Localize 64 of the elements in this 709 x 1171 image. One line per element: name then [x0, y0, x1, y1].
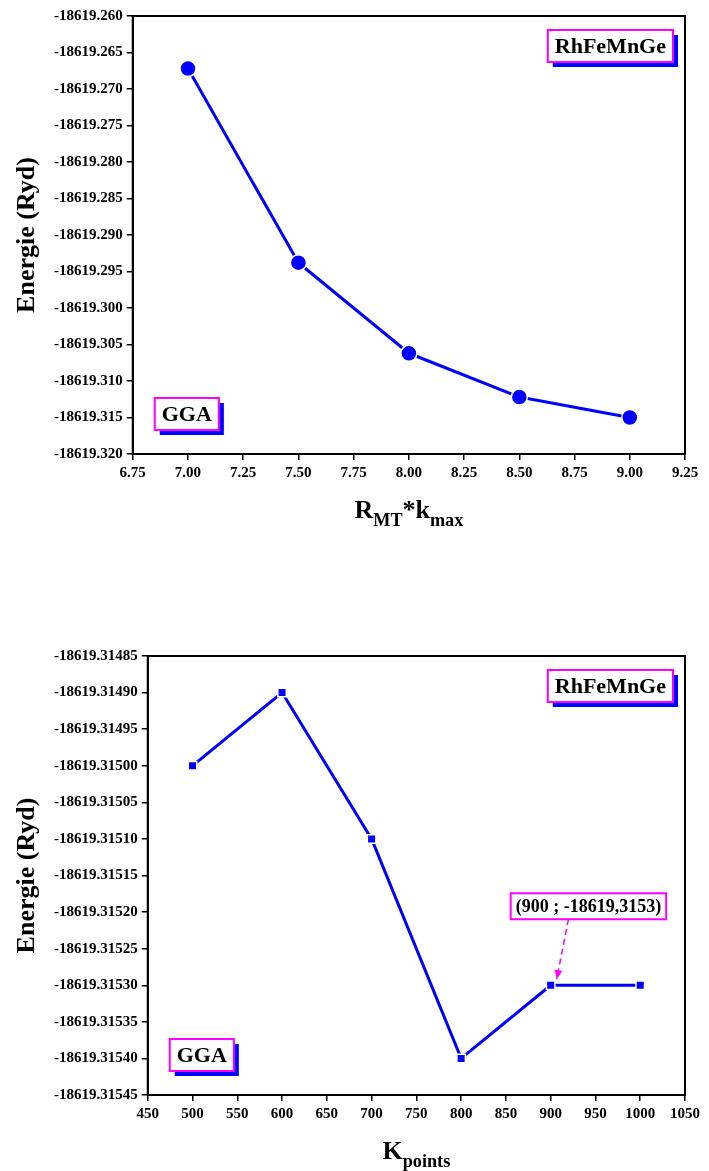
y-tick-label: -18619.265 [54, 43, 123, 60]
point [510, 388, 529, 406]
annotation: RhFeMnGe [554, 672, 667, 698]
x-tick-label: 7.50 [285, 463, 312, 480]
x-tick-label: 900 [539, 1104, 562, 1121]
y-axis-title: Energie (Ryd) [11, 797, 40, 954]
y-tick-label: -18619.260 [54, 6, 123, 23]
x-tick-label: 9.00 [616, 463, 643, 480]
x-tick-label: 800 [449, 1104, 473, 1121]
x-tick-label: 500 [181, 1104, 204, 1121]
x-tick-label: 8.50 [506, 463, 533, 480]
x-tick-label: 8.00 [395, 463, 422, 480]
y-tick-label: -18619.275 [54, 116, 123, 133]
point [621, 408, 639, 427]
point [400, 344, 418, 363]
x-tick-label: 8.25 [450, 463, 478, 480]
y-tick-label: -18619.31495 [54, 720, 138, 737]
annotation: RhFeMnGe [554, 32, 667, 58]
annotation: (900 ; -18619,3153) [515, 895, 662, 917]
point [289, 253, 308, 272]
y-tick-label: -18619.310 [54, 371, 123, 388]
x-tick-label: 600 [270, 1104, 294, 1121]
x-tick-label: 850 [494, 1104, 518, 1121]
x-tick-label: 6.75 [119, 463, 146, 480]
y-tick-label: -18619.31545 [54, 1085, 138, 1102]
y-tick-label: -18619.31510 [54, 829, 138, 846]
y-tick-label: -18619.295 [54, 262, 123, 279]
x-tick-label: 9.25 [671, 463, 699, 480]
annotation: GGA [161, 400, 212, 426]
y-tick-label: -18619.31535 [54, 1012, 138, 1029]
y-tick-label: -18619.285 [54, 189, 123, 206]
y-tick-label: -18619.31505 [54, 793, 138, 810]
x-tick-label: 450 [136, 1104, 159, 1121]
y-tick-label: -18619.305 [54, 335, 123, 352]
x-tick-label: 650 [315, 1104, 339, 1121]
x-tick-label: 700 [360, 1104, 383, 1121]
y-tick-label: -18619.31500 [54, 756, 138, 773]
y-tick-label: -18619.300 [54, 298, 123, 315]
point [366, 833, 377, 844]
y-tick-label: -18619.290 [54, 225, 123, 242]
y-tick-label: -18619.31490 [54, 683, 138, 700]
y-tick-label: -18619.31525 [54, 939, 138, 956]
x-tick-label: 550 [226, 1104, 249, 1121]
x-tick-label: 7.00 [174, 463, 202, 480]
y-tick-label: -18619.31515 [54, 866, 138, 883]
y-tick-label: -18619.270 [54, 79, 123, 96]
x-tick-label: 1000 [625, 1104, 656, 1121]
y-tick-label: -18619.31530 [54, 976, 138, 993]
x-tick-label: 8.75 [561, 463, 588, 480]
annotation: GGA [176, 1041, 227, 1067]
x-tick-label: 750 [405, 1104, 428, 1121]
y-tick-label: -18619.280 [54, 152, 123, 169]
y-axis-title: Energie (Ryd) [11, 157, 40, 313]
point [545, 980, 556, 991]
x-tick-label: 7.75 [340, 463, 367, 480]
y-tick-label: -18619.31485 [54, 646, 138, 663]
y-tick-label: -18619.31540 [54, 1049, 138, 1066]
x-tick-label: 950 [584, 1104, 607, 1121]
y-tick-label: -18619.31520 [54, 902, 138, 919]
x-tick-label: 1050 [670, 1104, 700, 1121]
y-tick-label: -18619.315 [54, 408, 123, 425]
point [179, 59, 197, 78]
x-tick-label: 7.25 [230, 463, 257, 480]
y-tick-label: -18619.320 [54, 444, 123, 461]
